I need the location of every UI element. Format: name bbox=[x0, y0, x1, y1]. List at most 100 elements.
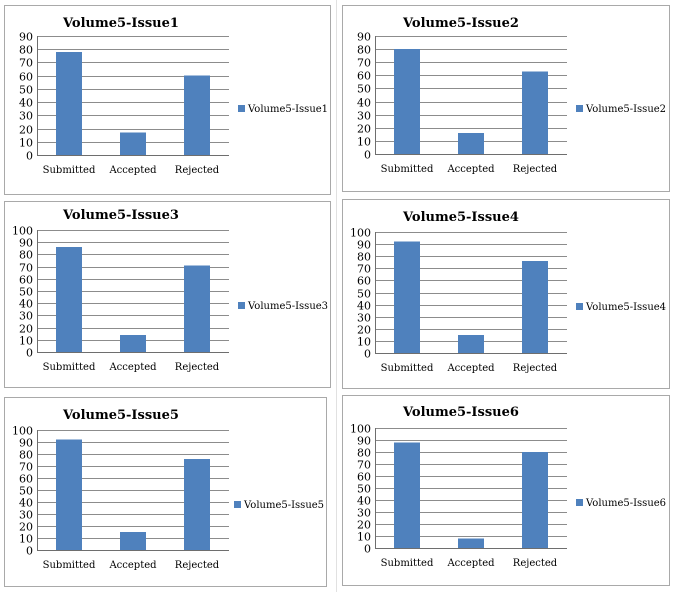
y-tick-label: 60 bbox=[357, 275, 371, 288]
y-tick-label: 90 bbox=[357, 31, 371, 44]
y-tick-label: 20 bbox=[19, 323, 33, 336]
chart-panel-2: Volume5-Issue2 0 10 20 30 40 50 60 70 80 90 Submitt… bbox=[342, 5, 670, 192]
chart-title: Volume5-Issue6 bbox=[402, 405, 519, 420]
y-tick-label: 40 bbox=[19, 97, 33, 110]
x-category-label: Submitted bbox=[381, 363, 434, 374]
y-tick-label: 60 bbox=[357, 471, 371, 484]
y-tick-label: 70 bbox=[19, 57, 33, 70]
chart-title: Volume5-Issue1 bbox=[62, 16, 179, 31]
bar-rejected bbox=[522, 261, 548, 353]
bar-submitted bbox=[56, 51, 82, 155]
y-tick-label: 70 bbox=[19, 461, 33, 474]
y-tick-label: 60 bbox=[19, 71, 33, 84]
x-category-label: Accepted bbox=[446, 558, 495, 569]
y-tick-label: 20 bbox=[19, 521, 33, 534]
chart-panel-4: Volume5-Issue4 0 10 20 30 40 50 60 70 80 90 100 Subm… bbox=[342, 199, 670, 389]
y-tick-label: 90 bbox=[19, 237, 33, 250]
chart-panel-6: Volume5-Issue6 0 10 20 30 40 50 60 70 80 90 100 Subm… bbox=[342, 395, 670, 586]
y-tick-label: 30 bbox=[357, 110, 371, 123]
y-tick-label: 50 bbox=[19, 485, 33, 498]
y-tick-label: 50 bbox=[357, 288, 371, 301]
chart-title: Volume5-Issue4 bbox=[402, 210, 519, 225]
x-category-label: Submitted bbox=[381, 164, 434, 175]
y-tick-label: 70 bbox=[357, 263, 371, 276]
y-tick-label: 0 bbox=[26, 150, 33, 163]
y-tick-label: 50 bbox=[357, 83, 371, 96]
x-category-label: Rejected bbox=[513, 363, 558, 374]
y-tick-label: 70 bbox=[19, 262, 33, 275]
legend-label: Volume5-Issue2 bbox=[585, 104, 666, 115]
y-tick-label: 30 bbox=[19, 110, 33, 123]
bar-rejected bbox=[184, 458, 210, 550]
y-tick-label: 60 bbox=[19, 274, 33, 287]
bar-rejected bbox=[184, 75, 210, 155]
y-tick-label: 100 bbox=[12, 225, 33, 238]
bar-accepted bbox=[458, 538, 484, 548]
x-category-label: Rejected bbox=[175, 165, 220, 176]
chart-title: Volume5-Issue5 bbox=[62, 408, 179, 423]
chart-panel-5: Volume5-Issue5 0 10 20 30 40 50 60 70 80 90 100 Subm… bbox=[4, 397, 327, 587]
y-tick-label: 30 bbox=[19, 310, 33, 323]
y-tick-label: 100 bbox=[12, 425, 33, 438]
bar-submitted bbox=[394, 241, 420, 353]
y-tick-label: 40 bbox=[357, 300, 371, 313]
y-tick-label: 50 bbox=[19, 84, 33, 97]
y-tick-label: 10 bbox=[357, 336, 371, 349]
x-category-label: Submitted bbox=[381, 558, 434, 569]
y-tick-label: 80 bbox=[19, 249, 33, 262]
y-tick-label: 10 bbox=[19, 137, 33, 150]
bar-accepted bbox=[120, 532, 146, 550]
x-category-label: Accepted bbox=[446, 164, 495, 175]
y-tick-label: 10 bbox=[19, 335, 33, 348]
y-tick-label: 30 bbox=[19, 509, 33, 522]
x-category-label: Rejected bbox=[513, 164, 558, 175]
y-tick-label: 80 bbox=[357, 251, 371, 264]
bar-submitted bbox=[56, 439, 82, 550]
bar-rejected bbox=[522, 452, 548, 548]
bar-accepted bbox=[120, 132, 146, 155]
x-category-label: Submitted bbox=[43, 165, 96, 176]
legend-swatch bbox=[576, 499, 583, 506]
legend-swatch bbox=[238, 105, 245, 112]
y-tick-label: 10 bbox=[19, 533, 33, 546]
y-tick-label: 30 bbox=[357, 507, 371, 520]
y-tick-label: 80 bbox=[357, 44, 371, 57]
bar-accepted bbox=[458, 133, 484, 154]
legend-label: Volume5-Issue5 bbox=[243, 500, 324, 511]
legend-label: Volume5-Issue1 bbox=[247, 104, 328, 115]
bar-submitted bbox=[56, 247, 82, 352]
y-tick-label: 90 bbox=[19, 31, 33, 44]
x-category-label: Accepted bbox=[108, 560, 157, 571]
y-tick-label: 90 bbox=[19, 437, 33, 450]
y-tick-label: 40 bbox=[357, 97, 371, 110]
y-tick-label: 10 bbox=[357, 531, 371, 544]
y-tick-label: 10 bbox=[357, 136, 371, 149]
y-tick-label: 20 bbox=[19, 124, 33, 137]
y-tick-label: 0 bbox=[364, 348, 371, 361]
y-tick-label: 20 bbox=[357, 324, 371, 337]
chart-panel-1: Volume5-Issue1 0 10 20 30 40 50 60 70 80 90 Submitt… bbox=[4, 5, 331, 195]
y-tick-label: 0 bbox=[364, 543, 371, 556]
bar-submitted bbox=[394, 49, 420, 154]
y-tick-label: 40 bbox=[19, 298, 33, 311]
y-tick-label: 60 bbox=[19, 473, 33, 486]
grid-divider-vertical bbox=[336, 0, 337, 592]
y-tick-label: 70 bbox=[357, 57, 371, 70]
chart-panel-3: Volume5-Issue3 0 10 20 30 40 50 60 70 80 90 100 Subm… bbox=[4, 201, 331, 388]
legend-swatch bbox=[576, 105, 583, 112]
y-tick-label: 30 bbox=[357, 312, 371, 325]
legend-swatch bbox=[576, 303, 583, 310]
legend-swatch bbox=[238, 302, 245, 309]
bar-submitted bbox=[394, 442, 420, 548]
y-tick-label: 0 bbox=[26, 347, 33, 360]
y-tick-label: 90 bbox=[357, 239, 371, 252]
y-tick-label: 70 bbox=[357, 459, 371, 472]
y-tick-label: 40 bbox=[19, 497, 33, 510]
y-tick-label: 80 bbox=[19, 44, 33, 57]
y-tick-label: 80 bbox=[357, 447, 371, 460]
